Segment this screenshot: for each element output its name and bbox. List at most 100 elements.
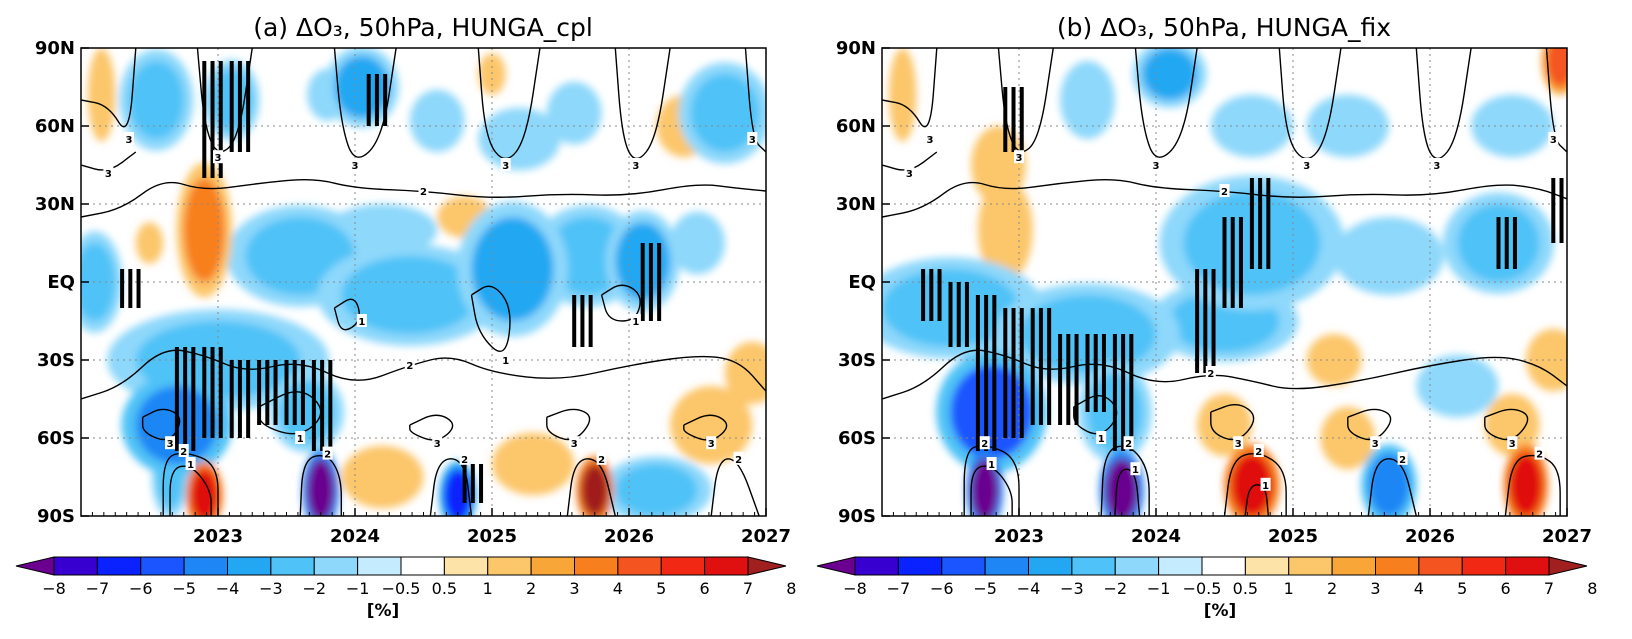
contour-label-bg <box>418 184 429 197</box>
contour-label: 2 <box>180 447 187 458</box>
y-tick-label: 90N <box>836 38 876 59</box>
shading-blob <box>1320 406 1376 470</box>
contour-label: 2 <box>598 455 605 466</box>
contour-label-bg <box>404 358 415 372</box>
colorbar-cell <box>1244 556 1290 576</box>
colorbar-tick-label: 6 <box>1501 579 1511 598</box>
colorbar-cell <box>443 556 489 576</box>
contour-label-bg <box>1370 436 1381 450</box>
colorbar-arrow-high <box>747 556 787 576</box>
shading-blob <box>670 211 725 275</box>
contour-label: 3 <box>1235 439 1242 450</box>
shading-blob <box>478 107 561 171</box>
colorbar-tick-label: −5 <box>172 579 196 598</box>
contour-line <box>81 151 137 171</box>
y-tick-label: 90S <box>838 506 876 527</box>
colorbar-tick-label: −6 <box>129 579 153 598</box>
colorbar-tick-label: 1 <box>483 579 493 598</box>
contour-line <box>169 465 212 516</box>
contour-label-bg <box>165 436 176 450</box>
contour-label: 3 <box>1303 161 1310 172</box>
contour-label: 1 <box>632 317 639 328</box>
colorbar-cell <box>96 556 142 576</box>
colorbar-tick-label: 0.5 <box>432 579 457 598</box>
contour-label: 3 <box>502 161 509 172</box>
colorbar-tick-label: −2 <box>302 579 326 598</box>
colorbar-tick-label: 5 <box>656 579 666 598</box>
x-tick-label: 2024 <box>1131 526 1181 547</box>
colorbar-cell <box>1288 556 1333 576</box>
contour-label: 2 <box>406 361 413 372</box>
colorbar-tick-label: −1 <box>1147 579 1171 598</box>
contour-label-bg <box>596 451 607 465</box>
contour-line <box>258 391 322 435</box>
y-tick-label: 90S <box>37 506 75 527</box>
colorbar-tick-label: 4 <box>1414 579 1424 598</box>
contour-label-bg <box>1507 436 1518 450</box>
y-tick-label: 60S <box>838 428 876 449</box>
contour-label-bg <box>103 165 114 179</box>
x-tick-label: 2025 <box>467 526 517 547</box>
contour-label: 2 <box>324 450 331 461</box>
contour-label: 3 <box>352 161 359 172</box>
shading-blob <box>1306 334 1362 386</box>
colorbar-tick-label: 2 <box>526 579 536 598</box>
y-tick-label: 30N <box>35 194 75 215</box>
contour-label-bg <box>1253 444 1264 457</box>
contour-label: 3 <box>105 169 112 180</box>
x-tick-label: 2027 <box>741 526 791 547</box>
shading-blob <box>409 89 465 152</box>
contour-label: 1 <box>187 460 194 471</box>
contour-label-bg <box>1548 132 1559 145</box>
contour-line <box>81 349 766 400</box>
contour-line <box>429 458 473 516</box>
contour-label-bg <box>1397 451 1408 465</box>
contour-label: 2 <box>1536 450 1543 461</box>
colorbar-tick-label: −0.5 <box>382 579 421 598</box>
contour-line <box>970 465 1013 516</box>
contour-label: 3 <box>708 439 715 450</box>
colorbar-tick-label: −4 <box>216 579 240 598</box>
panel-b-title: (b) ΔO₃, 50hPa, HUNGA_fix <box>1057 13 1391 42</box>
shading-blob <box>307 458 335 516</box>
shading-blob <box>87 48 116 142</box>
colorbar-tick-label: 8 <box>1587 579 1597 598</box>
shading-blob <box>1525 328 1567 392</box>
colorbar-tick-label: 4 <box>613 579 623 598</box>
contour-label: 3 <box>926 135 933 146</box>
contour-line <box>566 458 616 516</box>
shading-blob <box>1142 48 1198 100</box>
contour-label: 3 <box>215 153 222 164</box>
contour-label-bg <box>569 436 580 450</box>
contour-label-bg <box>500 158 511 171</box>
contour-line <box>196 48 253 153</box>
contour-label-bg <box>295 431 306 444</box>
colorbar-cell <box>574 556 619 576</box>
shading-blob <box>341 256 479 334</box>
colorbar-tick-label: 3 <box>569 579 579 598</box>
panel-b-stippling <box>921 87 1564 451</box>
contour-label: 1 <box>988 460 995 471</box>
contour-line <box>882 48 938 128</box>
contour-line <box>1484 408 1529 441</box>
colorbar-a: −8 −7 −6 −5 −4 −3 −2 −1 −0.5 0.5 1 2 3 4 5 6 7 8 [%] <box>15 556 796 621</box>
contour-line <box>1134 48 1198 158</box>
colorbar-cell <box>1505 556 1550 576</box>
contour-label: 3 <box>434 439 441 450</box>
contour-line <box>1073 395 1118 435</box>
contour-line <box>81 48 137 128</box>
contour-line <box>882 151 938 171</box>
colorbar-a-unit: [%] <box>367 601 400 621</box>
colorbar-b-unit: [%] <box>1204 601 1237 621</box>
contour-label: 3 <box>749 135 756 146</box>
colorbar-cell <box>984 556 1029 576</box>
colorbar-tick-label: −7 <box>887 579 911 598</box>
contour-label: 3 <box>906 169 913 180</box>
shading-blob <box>888 48 917 142</box>
x-tick-label: 2023 <box>193 526 243 547</box>
colorbar-tick-label: −8 <box>843 579 867 598</box>
colorbar-arrow-low <box>15 556 55 576</box>
contour-line <box>333 48 397 158</box>
contour-line <box>963 445 1020 516</box>
